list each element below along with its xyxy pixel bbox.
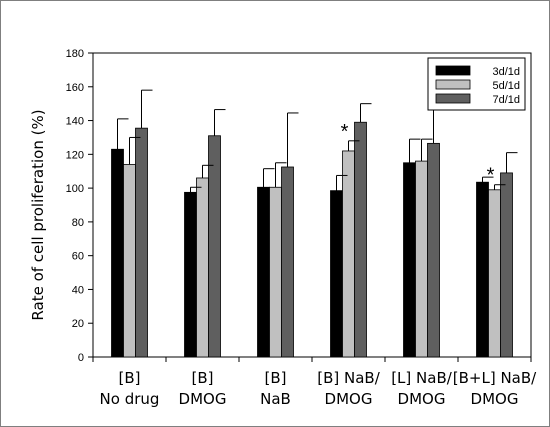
legend-swatch: [435, 93, 471, 104]
significance-marker: *: [487, 165, 495, 187]
bar: [427, 142, 440, 358]
bar: [208, 135, 221, 358]
x-category-label: DMOG: [179, 390, 227, 408]
x-category-label: DMOG: [398, 390, 446, 408]
y-tick-label: 140: [66, 116, 84, 128]
y-tick-label: 100: [66, 183, 84, 195]
bar: [476, 181, 489, 358]
bars: [111, 121, 513, 358]
x-category-label: [L] NaB/: [391, 369, 453, 387]
y-axis-title: Rate of cell proliferation (%): [29, 109, 47, 320]
x-category-label: DMOG: [325, 390, 373, 408]
bar: [330, 190, 343, 358]
bar: [415, 160, 428, 358]
legend-swatch: [435, 65, 471, 76]
bar: [196, 177, 209, 358]
legend-entry: 5d/1d: [492, 80, 520, 92]
bar: [257, 186, 270, 358]
y-tick-label: 80: [72, 217, 84, 229]
legend-entry: 7d/1d: [492, 94, 520, 106]
y-tick-label: 180: [66, 48, 84, 60]
bar: [354, 121, 367, 358]
y-tick-label: 60: [72, 251, 84, 263]
y-tick-label: 20: [72, 318, 84, 330]
y-tick-label: 160: [66, 82, 84, 94]
error-bars: [117, 89, 518, 193]
bar: [269, 186, 282, 358]
bar: [403, 162, 416, 358]
bar: [123, 164, 136, 358]
x-category-label: [B] NaB/: [317, 369, 380, 387]
bar: [500, 172, 513, 358]
bar: [342, 150, 355, 358]
bar: [184, 191, 197, 358]
x-category-label: [B]: [265, 369, 287, 387]
annotations: **: [341, 121, 495, 187]
x-category-label: DMOG: [471, 390, 519, 408]
bar: [488, 189, 501, 358]
x-category-label: [B]: [119, 369, 141, 387]
legend-swatch: [435, 79, 471, 90]
x-axis: [B] No drug [B] DMOG [B] NaB [B] NaB/DMOG [L] N…: [92, 357, 537, 408]
y-axis: 0 20 40 60 80 100 120 140 160 180: [66, 48, 93, 364]
legend: 3d/1d 5d/1d 7d/1d: [427, 57, 526, 111]
y-tick-label: 40: [72, 284, 84, 296]
bar: [281, 166, 294, 358]
y-tick-label: 120: [66, 149, 84, 161]
x-category-label: No drug: [100, 390, 160, 408]
x-category-label: [B+L] NaB/: [453, 369, 537, 387]
bar: [111, 148, 124, 358]
legend-entry: 3d/1d: [492, 66, 520, 78]
x-category-label: NaB: [260, 390, 291, 408]
significance-marker: *: [341, 121, 349, 143]
bar: [135, 127, 148, 358]
y-tick-label: 0: [78, 352, 84, 364]
x-category-label: [B]: [192, 369, 214, 387]
